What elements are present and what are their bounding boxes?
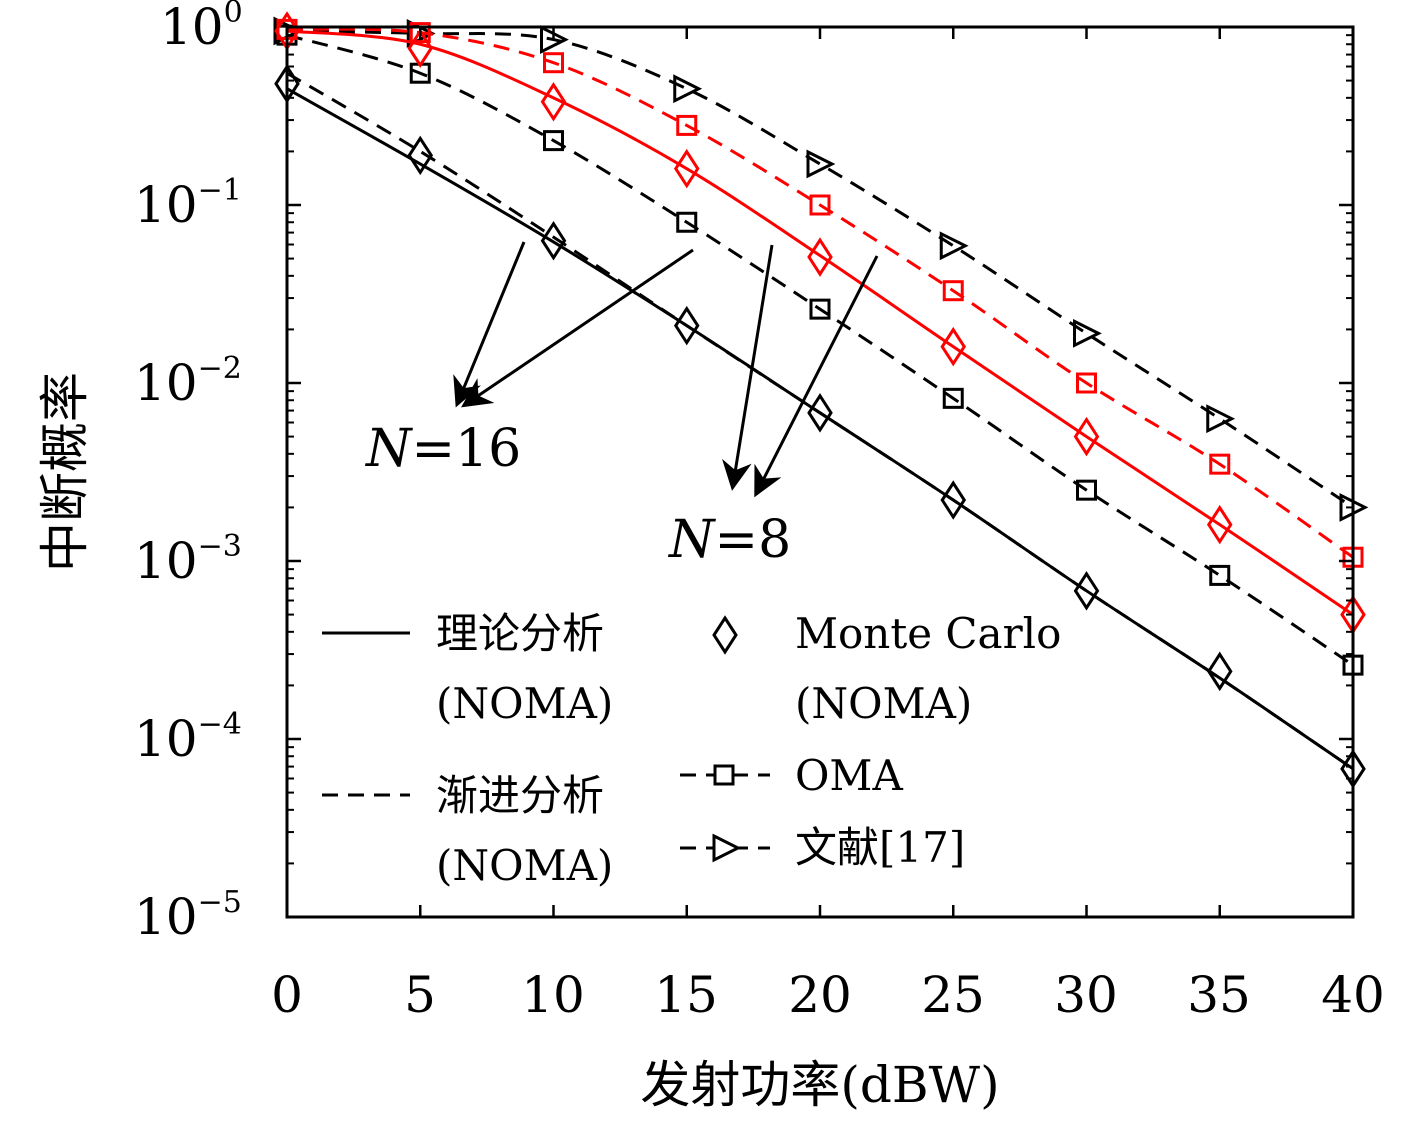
series-N16-ref17-marker <box>806 149 836 179</box>
legend-marker-monte-carlo <box>712 615 738 655</box>
y-tick-label: 10−1 <box>134 173 242 234</box>
series-N8-monte-carlo-marker <box>673 148 700 189</box>
x-tick-label: 20 <box>788 966 852 1024</box>
series-N16-ref17-marker <box>939 231 969 261</box>
series-N16-ref17-line <box>286 29 1354 509</box>
series-N8-oma-marker <box>409 22 431 44</box>
series-N16-monte-carlo-marker <box>673 305 700 346</box>
series-N16-oma-marker <box>543 130 564 152</box>
series-N8-monte-carlo-marker <box>540 82 567 122</box>
series-N16-ref17-marker <box>673 74 703 104</box>
series-N8-monte-carlo-marker <box>1206 504 1233 545</box>
series-N16-asymptotic-line <box>286 71 1354 771</box>
legend: 理论分析 (NOMA) 渐进分析 (NOMA) Monte Carlo (NOM… <box>322 609 1061 890</box>
arrow-n16-b <box>461 248 694 408</box>
series-N16-oma-marker <box>1076 479 1097 501</box>
x-tick-label: 10 <box>521 966 585 1024</box>
y-tick-label: 10−2 <box>134 351 242 412</box>
series-N8-analysis-line <box>286 29 1354 616</box>
y-axis-label: 中断概率 <box>36 372 94 572</box>
annotation-arrows <box>453 241 879 498</box>
series-N8-oma-line <box>286 27 1354 559</box>
series-N8-oma-marker <box>942 280 964 302</box>
legend-label-analysis: 理论分析 <box>436 609 604 658</box>
y-tick-label: 10−5 <box>134 885 242 946</box>
annotation-n8: N=8 <box>667 510 791 570</box>
legend-label-asymptotic: 渐进分析 <box>436 771 604 820</box>
x-tick-label: 0 <box>271 966 303 1024</box>
series-N8-oma-marker <box>543 52 564 74</box>
series-N16-oma-marker <box>942 387 964 409</box>
series-N16-oma-marker <box>676 211 698 233</box>
x-tick-label: 35 <box>1187 966 1251 1024</box>
series-N8-monte-carlo-marker <box>940 326 967 367</box>
series-N8-oma-marker <box>676 114 698 136</box>
arrow-n8-a <box>722 244 774 491</box>
x-tick-label: 40 <box>1321 966 1385 1024</box>
x-tick-labels: 0 5 10 15 20 25 30 35 40 <box>271 966 1385 1024</box>
legend-label-asymptotic-noma: (NOMA) <box>436 841 613 890</box>
series-N16-oma-marker <box>1209 564 1231 586</box>
series-N16-monte-carlo-marker <box>940 480 967 520</box>
series-N16-monte-carlo-marker <box>540 220 567 261</box>
y-tick-label: 100 <box>160 0 243 56</box>
series-N16-monte-carlo-marker <box>807 393 833 433</box>
legend-marker-ref17 <box>712 833 742 863</box>
y-tick-label: 10−3 <box>134 529 242 590</box>
annotation-n16: N=16 <box>364 419 521 479</box>
x-tick-label: 15 <box>654 966 718 1024</box>
legend-label-analysis-noma: (NOMA) <box>436 679 613 728</box>
y-tick-labels: 100 10−1 10−2 10−3 10−4 10−5 <box>134 0 243 946</box>
series-N16-oma-line <box>286 33 1354 667</box>
series-layer <box>273 11 1369 789</box>
series-N16-ref17-marker <box>1073 318 1102 348</box>
legend-marker-oma <box>713 764 735 786</box>
series-N8-monte-carlo-marker <box>1073 416 1100 457</box>
series-N8-oma-marker <box>1076 372 1097 394</box>
legend-label-monte-carlo: Monte Carlo <box>795 609 1061 658</box>
legend-label-ref17: 文献[17] <box>795 823 965 872</box>
x-tick-label: 30 <box>1054 966 1118 1024</box>
series-N16-oma-marker <box>809 298 831 320</box>
arrow-n8-b <box>754 255 879 498</box>
series-N16-monte-carlo-marker <box>1073 571 1100 611</box>
x-axis-label: 发射功率(dBW) <box>640 1056 999 1114</box>
arrow-n16-a <box>453 241 526 408</box>
y-tick-label: 10−4 <box>134 707 242 768</box>
legend-label-monte-carlo-noma: (NOMA) <box>795 679 972 728</box>
tick-layer <box>285 25 1355 919</box>
series-N16-monte-carlo-marker <box>1206 651 1233 692</box>
series-N16-ref17-marker <box>1206 404 1236 434</box>
series-N8-monte-carlo-marker <box>807 237 833 277</box>
x-tick-label: 5 <box>404 966 436 1024</box>
series-N16-monte-carlo-marker <box>407 135 434 176</box>
legend-label-oma: OMA <box>795 751 903 800</box>
series-N8-oma-marker <box>809 194 831 216</box>
x-tick-label: 25 <box>921 966 985 1024</box>
series-N8-oma-marker <box>1209 453 1231 475</box>
